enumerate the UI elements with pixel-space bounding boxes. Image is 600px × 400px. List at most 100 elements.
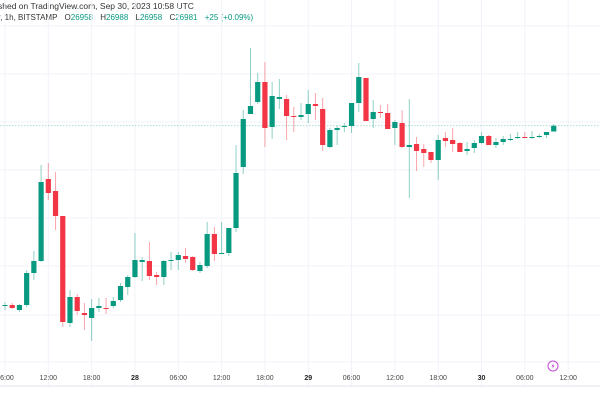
candle-body (435, 140, 441, 160)
candle-body (428, 152, 434, 160)
candle-body (103, 308, 109, 309)
candle-body (2, 305, 8, 306)
candle-up (305, 90, 311, 123)
candle-body (45, 179, 51, 193)
candle-up (536, 134, 542, 138)
x-tick-label: 18:00 (429, 375, 447, 382)
candle-body (240, 119, 246, 167)
candle-up (16, 304, 23, 312)
x-tick-label: 29 (304, 375, 312, 382)
candle-up (247, 48, 254, 114)
candle-body (67, 297, 73, 323)
candle-up (255, 73, 261, 104)
candle-up (471, 140, 477, 153)
x-tick-label: 12:00 (213, 375, 231, 382)
candle-body (478, 136, 485, 143)
candle-down (146, 242, 152, 280)
candle-body (255, 82, 261, 102)
candle-body (262, 82, 268, 128)
symbol-label: r, 1h, BITSTAMP (0, 13, 58, 22)
candle-body (348, 103, 355, 126)
candle-up (551, 124, 557, 132)
candle-up (500, 136, 506, 145)
candle-down (52, 172, 59, 230)
candle-up (110, 297, 116, 308)
candle-up (197, 262, 203, 273)
candle-body (385, 113, 391, 129)
candle-body (334, 128, 340, 130)
candle-body (139, 260, 145, 262)
open-value: 26958 (70, 13, 93, 22)
candle-up (38, 165, 44, 262)
candle-down (182, 248, 189, 263)
candle-body (31, 261, 37, 273)
high-value: 26988 (106, 13, 129, 22)
candle-body (464, 149, 470, 151)
candle-down (81, 303, 88, 330)
close-label: C (169, 13, 176, 22)
candle-body (551, 125, 557, 132)
candle-body (226, 228, 232, 253)
candle-body (9, 305, 15, 308)
candle-body (543, 132, 550, 135)
candle-body (522, 137, 528, 138)
candle-up (89, 299, 95, 341)
candle-body (406, 145, 412, 147)
candle-up (392, 120, 398, 145)
candle-body (392, 122, 398, 128)
candle-up (175, 252, 181, 270)
candle-body (536, 136, 542, 137)
candle-body (190, 257, 196, 270)
candle-body (110, 301, 116, 306)
candle-down (442, 132, 449, 147)
candle-up (334, 126, 340, 145)
candle-body (363, 78, 369, 121)
candle-body (89, 308, 95, 318)
lightning-icon[interactable] (547, 360, 559, 372)
candle-body (320, 109, 326, 145)
candle-up (125, 275, 131, 295)
time-axis: 06:00 12:00 18:00 28 06:00 12:00 18:00 29 06:00 1… (0, 375, 577, 382)
candle-up (233, 145, 239, 232)
candle-body (370, 112, 376, 119)
candle-up (515, 132, 521, 139)
candle-body (24, 273, 30, 305)
candle-down (9, 303, 15, 309)
candle-body (16, 305, 23, 310)
candle-down (413, 137, 420, 171)
candle-body (161, 261, 167, 277)
candle-up (240, 110, 246, 174)
candle-body (493, 142, 499, 145)
candle-up (493, 138, 499, 148)
candle-up (478, 132, 485, 144)
candle-body (211, 234, 217, 254)
candle-body (52, 191, 59, 216)
candle-body (450, 140, 456, 144)
candle-body (327, 130, 333, 147)
candle-body (247, 106, 254, 114)
candle-body (60, 216, 66, 322)
candle-down (103, 298, 109, 314)
candle-body (442, 138, 449, 141)
candle-up (276, 79, 282, 109)
close-value: 26981 (175, 13, 198, 22)
candle-down (457, 142, 463, 152)
candle-down (262, 62, 268, 147)
candle-body (276, 97, 282, 99)
candle-body (457, 143, 463, 152)
candle-down (363, 78, 369, 121)
candle-body (413, 144, 420, 151)
candle-down (377, 105, 384, 118)
grid (0, 0, 600, 386)
candle-up (341, 123, 347, 132)
candle-up (543, 132, 550, 138)
candle-up (370, 100, 376, 128)
candle-down (399, 110, 405, 148)
candle-down (522, 132, 528, 138)
candle-up (356, 63, 362, 112)
x-tick-label: 06:00 (343, 375, 361, 382)
candle-up (406, 99, 412, 198)
candle-up (67, 290, 73, 327)
candle-down (450, 128, 456, 152)
